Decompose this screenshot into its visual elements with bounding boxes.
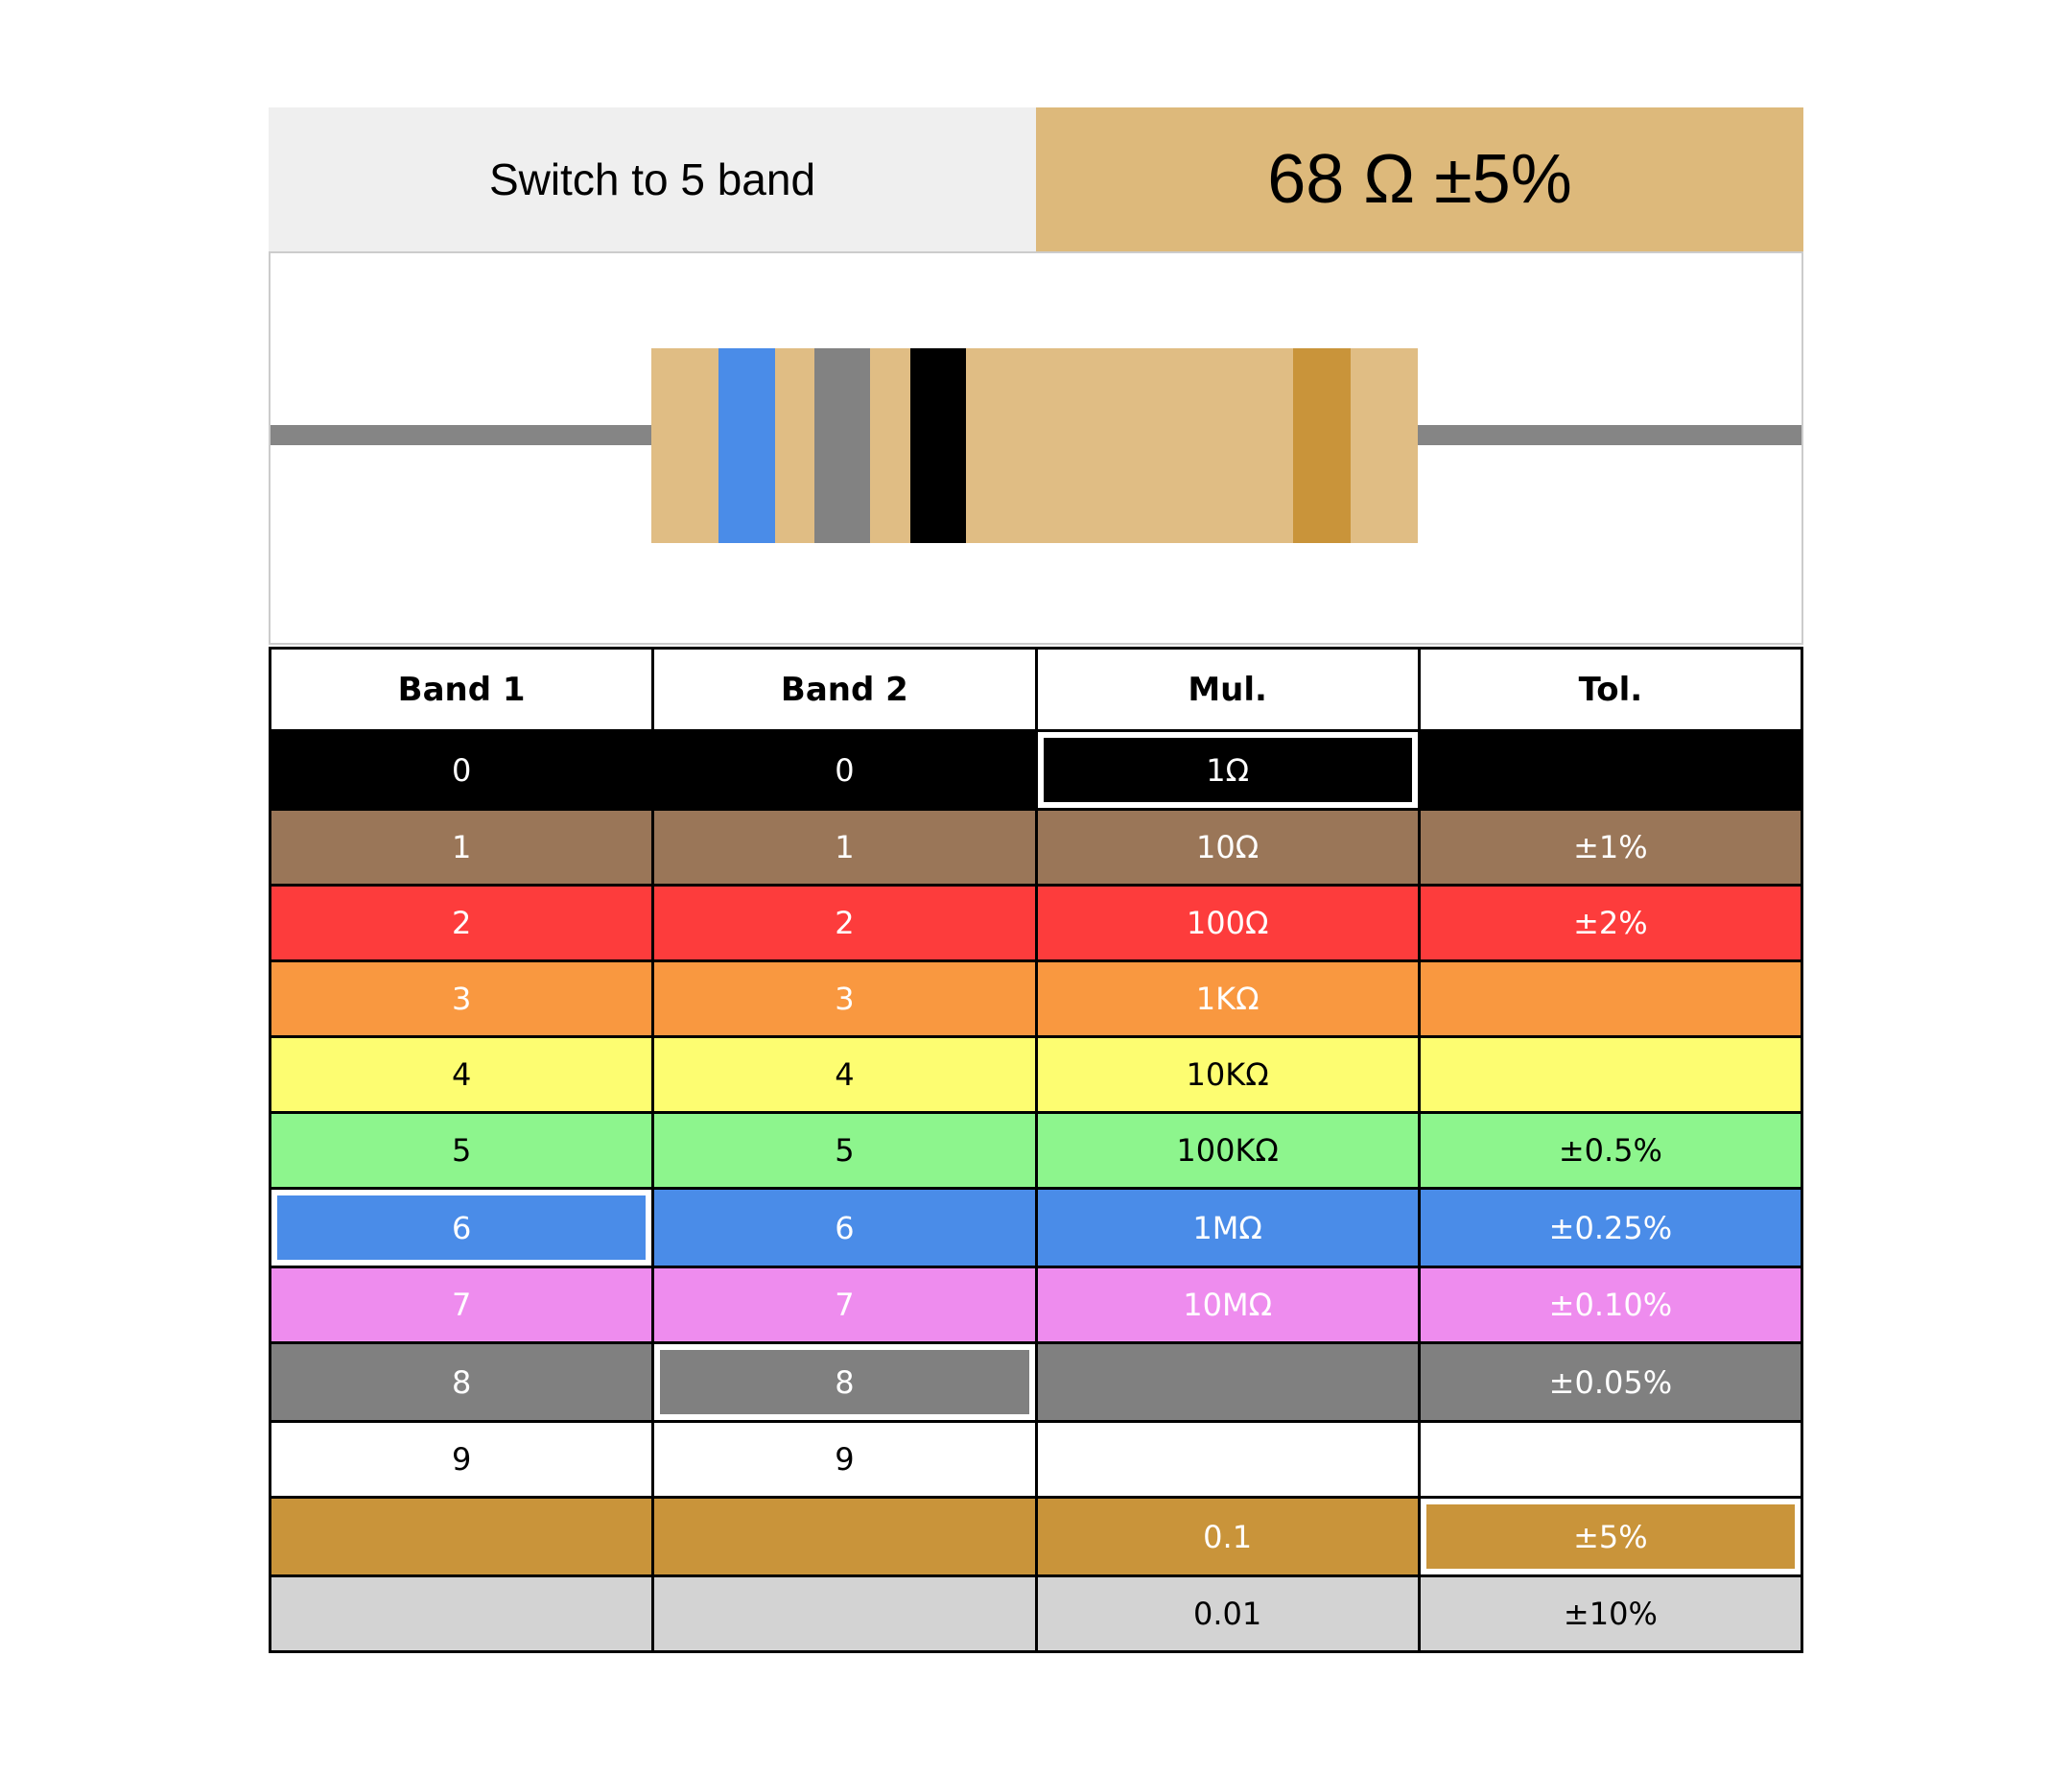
- selected-value-box: 8: [660, 1350, 1029, 1414]
- cell-mul-silver[interactable]: 0.01: [1034, 1574, 1421, 1653]
- cell-mul-red[interactable]: 100Ω: [1034, 884, 1421, 962]
- cell-band2-gray-selected[interactable]: 8: [651, 1341, 1038, 1423]
- header-tolerance: Tol.: [1417, 647, 1804, 732]
- cell-mul-gold[interactable]: 0.1: [1034, 1496, 1421, 1577]
- header-multiplier: Mul.: [1034, 647, 1421, 732]
- cell-mul-green[interactable]: 100KΩ: [1034, 1111, 1421, 1190]
- resistor-body: [651, 348, 1418, 543]
- cell-band2-yellow[interactable]: 4: [651, 1035, 1038, 1114]
- row-silver: 0.01 ±10%: [268, 1574, 1804, 1653]
- cell-tol-orange[interactable]: [1417, 959, 1804, 1038]
- row-green: 5 5 100KΩ ±0.5%: [268, 1111, 1804, 1190]
- header-band1: Band 1: [268, 647, 655, 732]
- cell-mul-black-selected[interactable]: 1Ω: [1034, 729, 1421, 811]
- cell-mul-yellow[interactable]: 10KΩ: [1034, 1035, 1421, 1114]
- header-band2: Band 2: [651, 647, 1038, 732]
- cell-mul-violet[interactable]: 10MΩ: [1034, 1266, 1421, 1344]
- cell-mul-white[interactable]: [1034, 1420, 1421, 1499]
- cell-band2-blue[interactable]: 6: [651, 1187, 1038, 1268]
- cell-tol-gold-selected[interactable]: ±5%: [1417, 1496, 1804, 1577]
- resistor-band-multiplier: [910, 348, 966, 543]
- resistance-result: 68 Ω ±5%: [1036, 107, 1803, 251]
- resistor-band-tolerance: [1293, 348, 1351, 543]
- cell-band1-gold[interactable]: [268, 1496, 655, 1577]
- row-gold: 0.1 ±5%: [268, 1496, 1804, 1577]
- cell-mul-blue[interactable]: 1MΩ: [1034, 1187, 1421, 1268]
- color-code-table: Band 1 Band 2 Mul. Tol. 0 0 1Ω 1 1: [268, 647, 1804, 1653]
- resistor-band-2: [814, 348, 870, 543]
- row-red: 2 2 100Ω ±2%: [268, 884, 1804, 962]
- table-header-row: Band 1 Band 2 Mul. Tol.: [268, 647, 1804, 732]
- row-black: 0 0 1Ω: [268, 729, 1804, 811]
- cell-band1-orange[interactable]: 3: [268, 959, 655, 1038]
- cell-band1-violet[interactable]: 7: [268, 1266, 655, 1344]
- cell-tol-silver[interactable]: ±10%: [1417, 1574, 1804, 1653]
- row-yellow: 4 4 10KΩ: [268, 1035, 1804, 1114]
- row-violet: 7 7 10MΩ ±0.10%: [268, 1266, 1804, 1344]
- cell-band1-brown[interactable]: 1: [268, 808, 655, 887]
- row-white: 9 9: [268, 1420, 1804, 1499]
- cell-band1-yellow[interactable]: 4: [268, 1035, 655, 1114]
- cell-band2-silver[interactable]: [651, 1574, 1038, 1653]
- cell-band2-gold[interactable]: [651, 1496, 1038, 1577]
- cell-band1-red[interactable]: 2: [268, 884, 655, 962]
- cell-band2-violet[interactable]: 7: [651, 1266, 1038, 1344]
- cell-band1-blue-selected[interactable]: 6: [268, 1187, 655, 1268]
- cell-band2-white[interactable]: 9: [651, 1420, 1038, 1499]
- cell-tol-blue[interactable]: ±0.25%: [1417, 1187, 1804, 1268]
- selected-value-box: 1Ω: [1043, 738, 1412, 802]
- cell-tol-green[interactable]: ±0.5%: [1417, 1111, 1804, 1190]
- cell-tol-white[interactable]: [1417, 1420, 1804, 1499]
- row-orange: 3 3 1KΩ: [268, 959, 1804, 1038]
- selected-value-box: ±5%: [1425, 1504, 1795, 1569]
- cell-tol-yellow[interactable]: [1417, 1035, 1804, 1114]
- cell-tol-black[interactable]: [1417, 729, 1804, 811]
- cell-band1-green[interactable]: 5: [268, 1111, 655, 1190]
- cell-tol-brown[interactable]: ±1%: [1417, 808, 1804, 887]
- cell-band2-black[interactable]: 0: [651, 729, 1038, 811]
- row-brown: 1 1 10Ω ±1%: [268, 808, 1804, 887]
- cell-mul-gray[interactable]: [1034, 1341, 1421, 1423]
- cell-band2-green[interactable]: 5: [651, 1111, 1038, 1190]
- cell-tol-gray[interactable]: ±0.05%: [1417, 1341, 1804, 1423]
- row-blue: 6 6 1MΩ ±0.25%: [268, 1187, 1804, 1268]
- content-area: Switch to 5 band 68 Ω ±5% Band 1 Band 2 …: [268, 0, 1804, 1653]
- cell-band2-red[interactable]: 2: [651, 884, 1038, 962]
- cell-mul-orange[interactable]: 1KΩ: [1034, 959, 1421, 1038]
- switch-band-button[interactable]: Switch to 5 band: [269, 107, 1036, 251]
- resistor-panel: [269, 251, 1803, 645]
- cell-tol-violet[interactable]: ±0.10%: [1417, 1266, 1804, 1344]
- cell-band1-black[interactable]: 0: [268, 729, 655, 811]
- topbar: Switch to 5 band 68 Ω ±5%: [269, 107, 1803, 251]
- cell-band1-silver[interactable]: [268, 1574, 655, 1653]
- cell-band2-orange[interactable]: 3: [651, 959, 1038, 1038]
- resistor-band-1: [718, 348, 775, 543]
- cell-band1-gray[interactable]: 8: [268, 1341, 655, 1423]
- row-gray: 8 8 ±0.05%: [268, 1341, 1804, 1423]
- cell-band2-brown[interactable]: 1: [651, 808, 1038, 887]
- cell-band1-white[interactable]: 9: [268, 1420, 655, 1499]
- cell-tol-red[interactable]: ±2%: [1417, 884, 1804, 962]
- cell-mul-brown[interactable]: 10Ω: [1034, 808, 1421, 887]
- selected-value-box: 6: [277, 1195, 647, 1260]
